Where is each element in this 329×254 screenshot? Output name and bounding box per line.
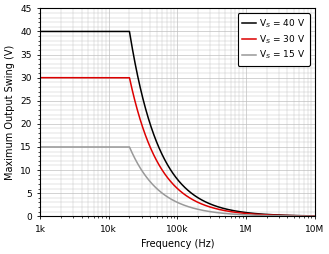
V$_S$ = 40 V — [313, 214, 316, 217]
V$_S$ = 30 V — [313, 214, 316, 217]
V$_S$ = 15 V — [313, 215, 316, 218]
V$_S$ = 30 V — [39, 76, 43, 79]
V$_S$ = 30 V — [92, 76, 96, 79]
V$_S$ = 15 V — [298, 214, 302, 217]
Line: V$_S$ = 15 V: V$_S$ = 15 V — [40, 147, 315, 216]
X-axis label: Frequency (Hz): Frequency (Hz) — [140, 239, 214, 249]
V$_S$ = 40 V — [39, 30, 43, 33]
Y-axis label: Maximum Output Swing (V): Maximum Output Swing (V) — [5, 45, 15, 180]
V$_S$ = 15 V — [50, 146, 54, 149]
V$_S$ = 30 V — [50, 76, 54, 79]
V$_S$ = 15 V — [172, 199, 176, 202]
V$_S$ = 15 V — [92, 146, 96, 149]
V$_S$ = 30 V — [55, 76, 59, 79]
Line: V$_S$ = 30 V: V$_S$ = 30 V — [40, 78, 315, 216]
V$_S$ = 40 V — [55, 30, 59, 33]
V$_S$ = 15 V — [55, 146, 59, 149]
V$_S$ = 40 V — [172, 174, 176, 177]
V$_S$ = 30 V — [38, 76, 42, 79]
Legend: V$_S$ = 40 V, V$_S$ = 30 V, V$_S$ = 15 V: V$_S$ = 40 V, V$_S$ = 30 V, V$_S$ = 15 V — [238, 13, 310, 66]
V$_S$ = 40 V — [50, 30, 54, 33]
V$_S$ = 40 V — [38, 30, 42, 33]
V$_S$ = 30 V — [298, 214, 302, 217]
V$_S$ = 40 V — [298, 214, 302, 217]
Line: V$_S$ = 40 V: V$_S$ = 40 V — [40, 31, 315, 216]
V$_S$ = 15 V — [38, 146, 42, 149]
V$_S$ = 30 V — [172, 184, 176, 187]
V$_S$ = 15 V — [39, 146, 43, 149]
V$_S$ = 40 V — [92, 30, 96, 33]
